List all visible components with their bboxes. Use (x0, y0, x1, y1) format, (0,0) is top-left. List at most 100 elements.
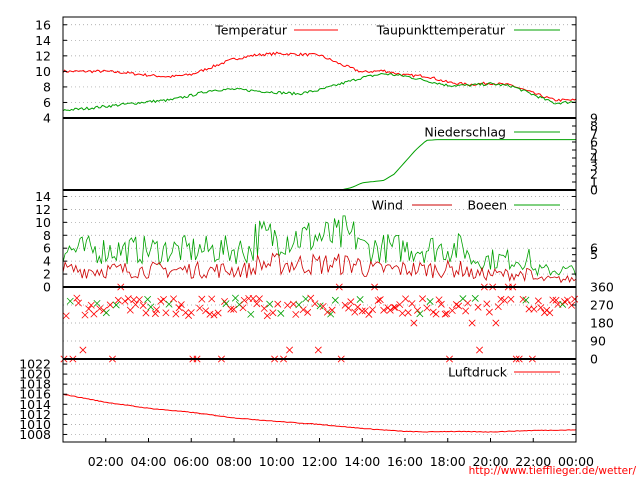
wind-direction-point (455, 302, 463, 310)
wind-direction-point (462, 307, 470, 315)
wind-direction-point (277, 309, 285, 317)
precipitation-tick-label: 2 (590, 167, 598, 182)
wind-direction-point (153, 306, 161, 314)
wind-direction-point (380, 306, 388, 314)
pressure-tick-label: 1008 (19, 427, 51, 442)
wind-direction-point (165, 300, 173, 308)
wind-direction-point (522, 296, 530, 304)
wind-direction-point (260, 304, 268, 312)
temperature-tick-label: 8 (43, 79, 51, 94)
wind-direction-point (139, 302, 147, 309)
wind-direction-point (208, 295, 216, 303)
wind-direction-point (112, 301, 120, 309)
wind-direction-point (311, 300, 319, 308)
precipitation-tick-label: 6 (590, 135, 598, 150)
wind-direction-point (79, 346, 87, 354)
wind-direction-point (170, 295, 178, 303)
wind-direction-point (358, 307, 366, 315)
wind-direction-point (144, 295, 152, 303)
direction-tick-label: 270 (590, 298, 614, 313)
wind-direction-point (221, 297, 229, 305)
wind-direction-point (356, 296, 364, 303)
wind-direction-point (266, 300, 274, 308)
wind-direction-point (501, 296, 508, 304)
wind-direction-point (130, 296, 138, 304)
wind-direction-point (87, 301, 95, 309)
gust-series-line (62, 215, 577, 277)
temperature-tick-label: 16 (35, 17, 51, 32)
x-tick-label: 04:00 (130, 454, 166, 469)
precipitation-series-line (63, 139, 576, 191)
wind-direction-point (483, 300, 491, 308)
wind-direction-point (376, 296, 384, 304)
wind-direction-point (546, 309, 554, 317)
wind-direction-point (327, 310, 335, 318)
wind-direction-point (274, 300, 282, 308)
precipitation-tick-label: 9 (590, 111, 598, 126)
wind-direction-point (135, 296, 143, 304)
wind-direction-point (214, 309, 222, 317)
wind-tick-label: 10 (35, 215, 51, 230)
pressure-tick-label: 1016 (19, 387, 51, 402)
wind-direction-point (468, 319, 476, 327)
precipitation-tick-label: 7 (590, 127, 598, 142)
wind-direction-point (316, 302, 324, 310)
wind-direction-point (132, 301, 140, 309)
x-tick-label: 02:00 (88, 454, 124, 469)
wind-direction-point (398, 309, 406, 317)
direction-tick-label: 0 (590, 352, 598, 367)
temperature-tick-label: 10 (35, 64, 51, 79)
wind-direction-point (351, 308, 359, 316)
wind-direction-point (347, 298, 355, 306)
wind-direction-point (410, 319, 418, 327)
wind-direction-point (437, 300, 445, 308)
wind-direction-point (319, 302, 327, 310)
wind-direction-point (416, 310, 424, 318)
wind-direction-point (307, 294, 315, 302)
wind-direction-point (530, 305, 538, 313)
wind-direction-point (404, 309, 412, 317)
wind-direction-point (227, 305, 235, 313)
wind-direction-point (354, 303, 362, 311)
temperature-tick-label: 6 (43, 95, 51, 110)
wind-direction-point (485, 308, 493, 316)
precipitation-tick-label: 5 (590, 143, 598, 158)
wind-direction-point (304, 308, 312, 316)
wind-tick-label: 4 (43, 254, 51, 269)
wind-direction-point (435, 296, 443, 304)
direction-tick-label: 360 (590, 280, 614, 295)
wind-direction-point (255, 295, 263, 303)
wind-direction-point (390, 303, 398, 311)
wind-direction-point (443, 310, 451, 318)
x-tick-label: 06:00 (173, 454, 209, 469)
wind-direction-point (476, 346, 484, 354)
wind-direction-point (471, 294, 479, 302)
temperature-tick-label: 4 (43, 111, 51, 126)
wind-direction-point (230, 305, 238, 313)
wind-direction-point (90, 310, 98, 318)
wind-direction-point (202, 307, 210, 315)
wind-direction-point (73, 294, 81, 302)
wind-direction-point (93, 299, 101, 307)
x-tick-label: 12:00 (301, 454, 337, 469)
wind-direction-point (537, 304, 545, 312)
x-tick-label: 14:00 (344, 454, 380, 469)
wind-direction-point (81, 311, 89, 319)
legend-label: Luftdruck (448, 365, 508, 380)
wind-direction-point (299, 306, 307, 314)
wind-direction-point (448, 307, 456, 315)
wind-direction-point (269, 309, 277, 317)
wind-right-tick-label: 6 (590, 241, 598, 256)
wind-direction-point (187, 309, 195, 317)
wind-direction-point (75, 299, 82, 307)
wind-direction-point (151, 310, 159, 318)
precipitation-tick-label: 8 (590, 119, 598, 134)
pressure-tick-label: 1014 (19, 397, 51, 412)
wind-series-line (62, 252, 577, 284)
wind-direction-point (534, 297, 542, 305)
wind-direction-point (391, 304, 399, 312)
x-tick-label: 22:00 (515, 454, 551, 469)
wind-direction-point (286, 346, 294, 354)
wind-direction-point (142, 309, 150, 317)
wind-direction-point (314, 346, 322, 354)
